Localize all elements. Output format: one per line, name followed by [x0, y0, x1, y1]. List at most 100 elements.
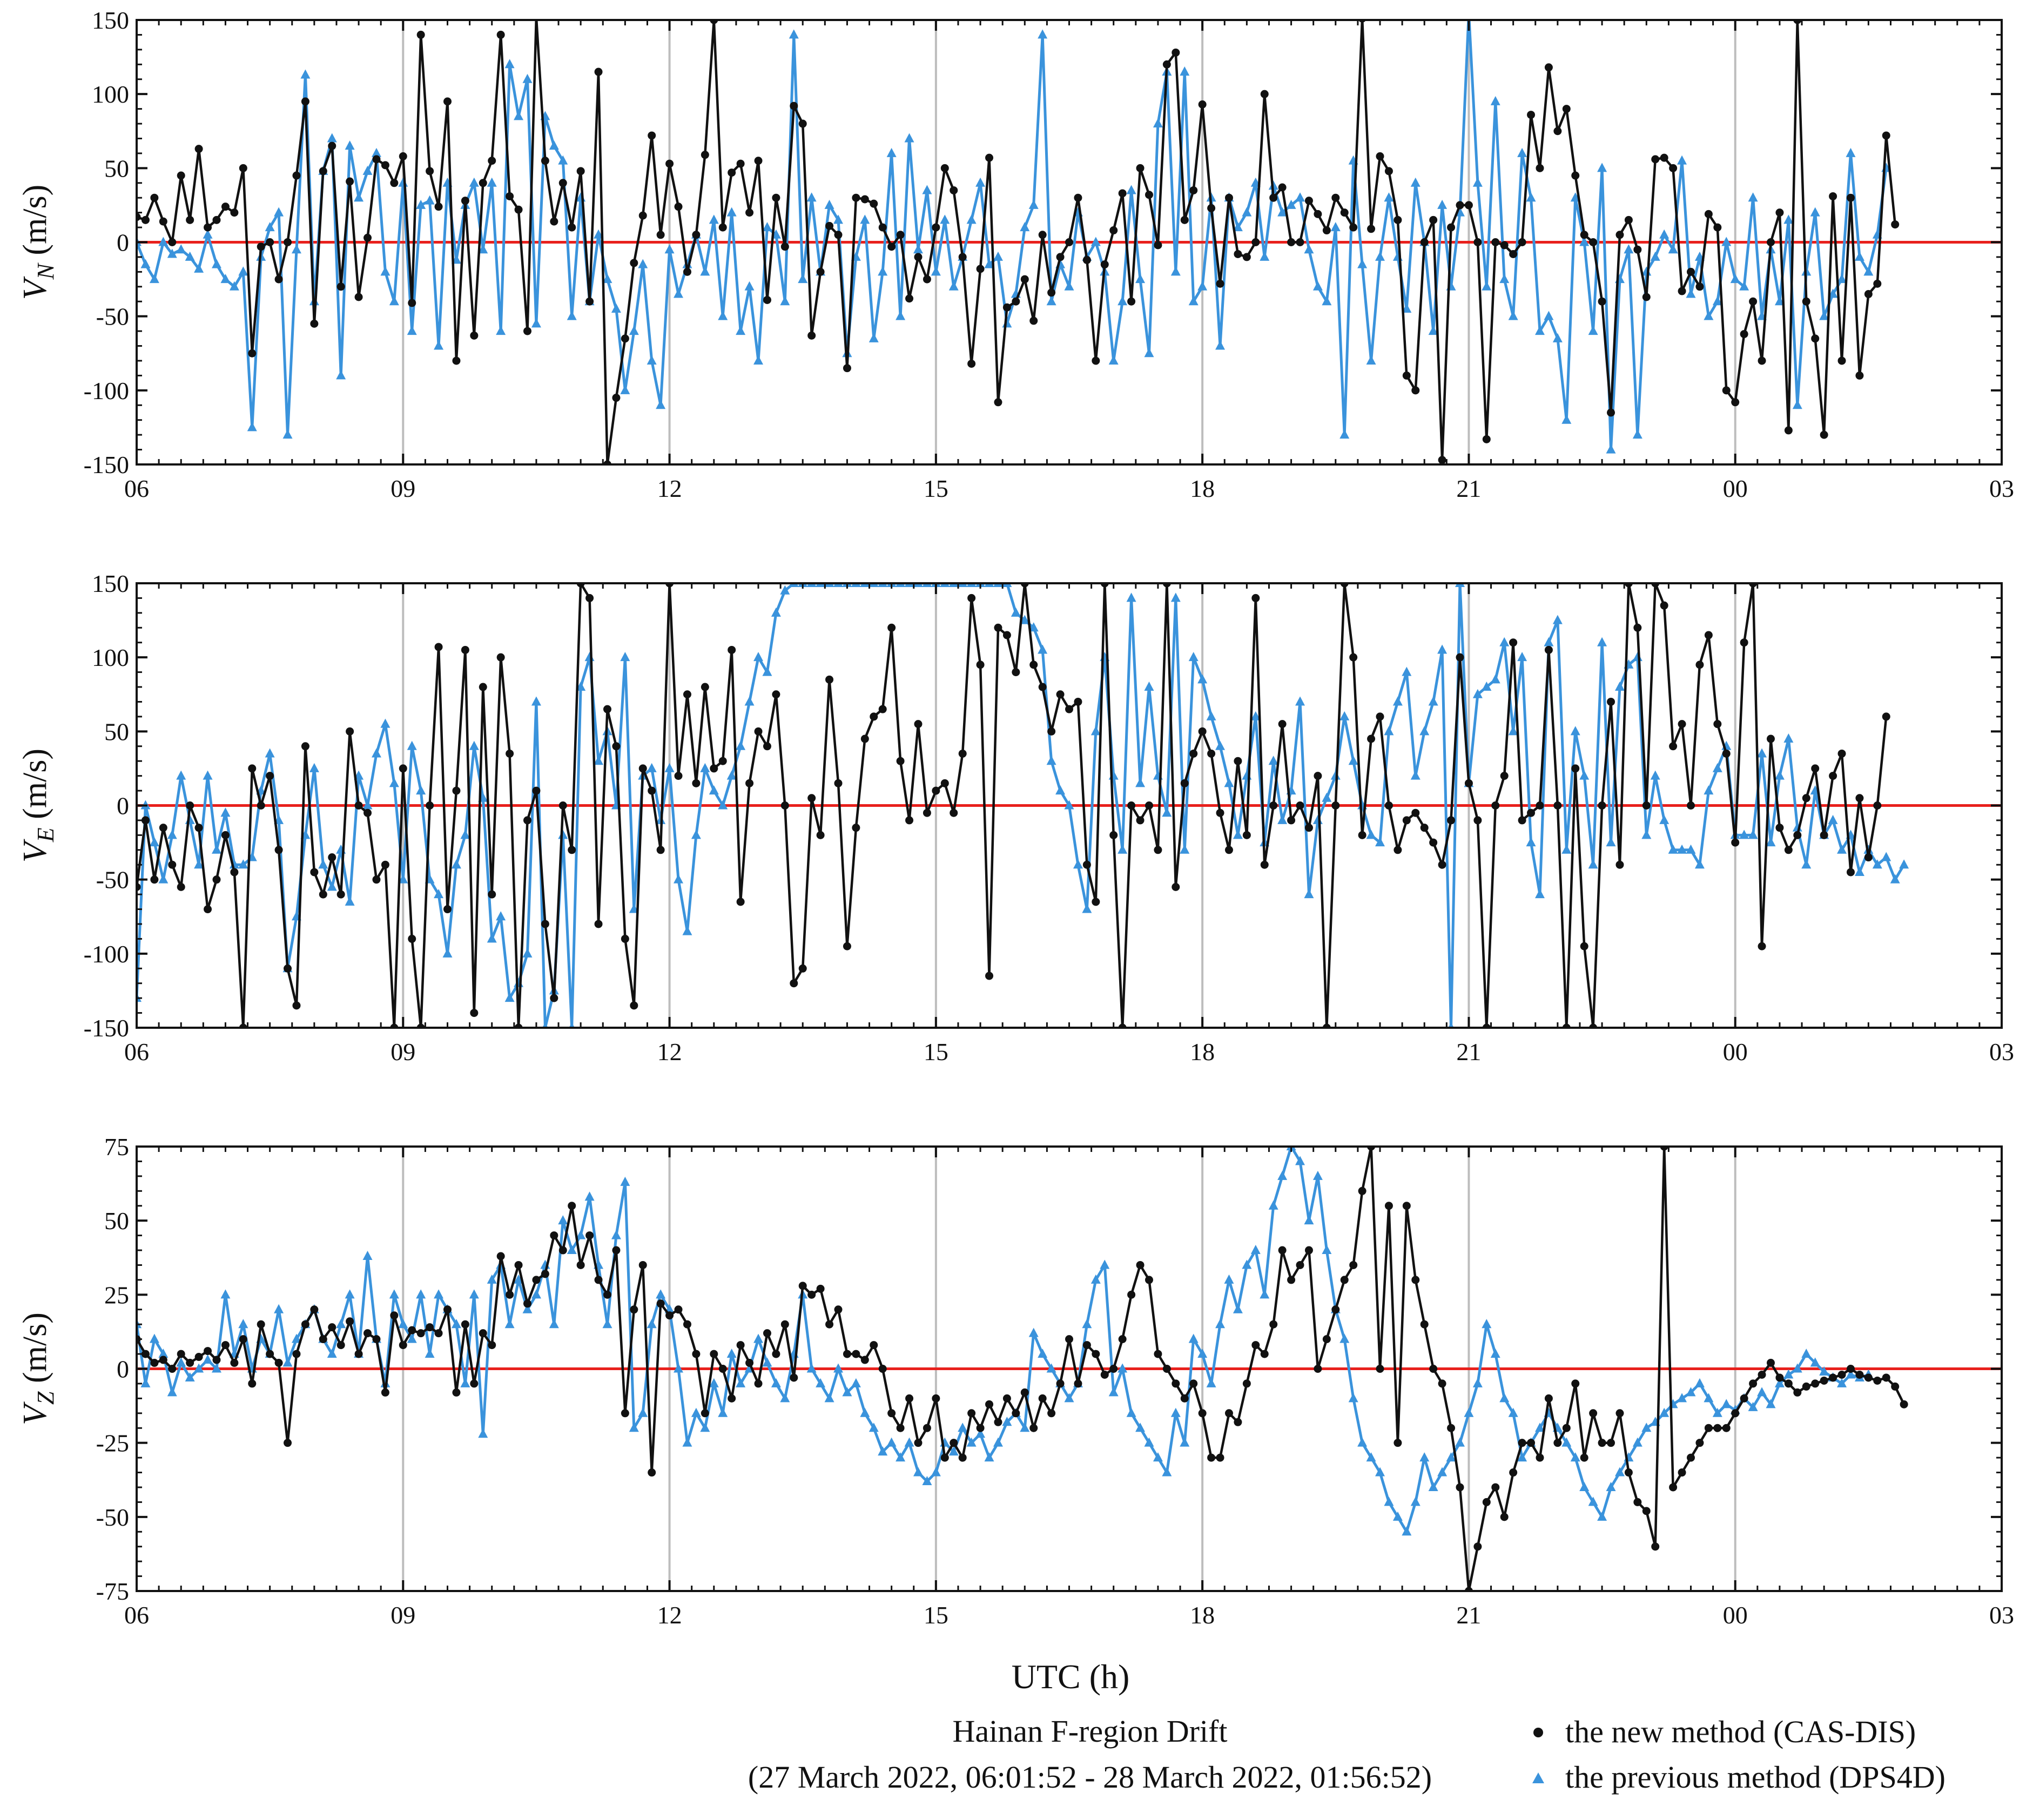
- data-point-new-method: [141, 1350, 150, 1358]
- data-point-previous-method: [896, 1452, 906, 1462]
- data-point-previous-method: [336, 1319, 346, 1329]
- data-point-previous-method: [700, 1423, 710, 1432]
- data-point-previous-method: [966, 1437, 977, 1447]
- data-point-new-method: [1633, 623, 1642, 632]
- data-point-new-method: [506, 1290, 514, 1299]
- data-point-new-method: [896, 231, 905, 239]
- caption-subtitle: (27 March 2022, 06:01:52 - 28 March 2022…: [748, 1760, 1432, 1795]
- legend-marker-new-method: [1533, 1728, 1543, 1737]
- data-point-new-method: [257, 1320, 265, 1329]
- data-point-new-method: [488, 890, 496, 899]
- data-point-previous-method: [504, 993, 515, 1002]
- data-point-new-method: [1624, 215, 1633, 224]
- data-point-new-method: [1118, 1335, 1127, 1344]
- data-point-previous-method: [185, 1372, 195, 1381]
- data-point-new-method: [648, 131, 656, 140]
- data-point-new-method: [728, 168, 736, 177]
- data-point-new-method: [1873, 801, 1882, 810]
- data-point-new-method: [754, 727, 763, 736]
- data-point-previous-method: [1534, 1423, 1545, 1432]
- data-point-previous-method: [620, 652, 630, 662]
- data-point-previous-method: [753, 355, 763, 365]
- series-line-new-method: [137, 583, 1888, 1028]
- data-point-new-method: [1607, 697, 1615, 706]
- data-point-previous-method: [1783, 1369, 1794, 1379]
- data-point-previous-method: [345, 896, 355, 906]
- y-tick-label: 75: [104, 1133, 129, 1161]
- data-point-new-method: [470, 331, 479, 340]
- data-point-new-method: [506, 749, 514, 758]
- data-point-previous-method: [158, 874, 169, 884]
- data-point-new-method: [1438, 1379, 1446, 1388]
- data-point-new-method: [887, 623, 896, 632]
- data-point-previous-method: [1437, 644, 1448, 654]
- data-point-new-method: [1154, 241, 1162, 250]
- data-point-previous-method: [522, 1304, 533, 1313]
- data-point-new-method: [284, 238, 292, 246]
- data-point-previous-method: [1064, 1393, 1074, 1403]
- data-point-new-method: [994, 623, 1002, 632]
- data-point-new-method: [1553, 801, 1562, 810]
- data-point-new-method: [985, 153, 994, 162]
- data-point-previous-method: [265, 748, 275, 758]
- data-point-new-method: [1607, 1439, 1615, 1447]
- plot-area: [137, 20, 1900, 464]
- data-point-new-method: [736, 898, 745, 906]
- data-point-new-method: [1260, 860, 1269, 869]
- data-point-previous-method: [1570, 726, 1580, 736]
- data-point-new-method: [1198, 1409, 1207, 1418]
- data-point-previous-method: [1828, 814, 1838, 824]
- data-point-previous-method: [1339, 429, 1350, 439]
- x-tick-label: 06: [124, 475, 149, 502]
- data-point-previous-method: [1428, 1481, 1438, 1491]
- x-tick-label: 00: [1723, 1038, 1748, 1066]
- data-point-previous-method: [1561, 844, 1572, 854]
- data-point-new-method: [976, 265, 985, 273]
- data-point-previous-method: [1384, 192, 1394, 202]
- data-point-previous-method: [1508, 1407, 1518, 1417]
- data-point-new-method: [1127, 297, 1136, 306]
- data-point-previous-method: [1312, 281, 1323, 291]
- data-point-previous-method: [611, 1230, 621, 1239]
- data-point-previous-method: [798, 274, 808, 284]
- data-point-new-method: [1562, 1424, 1571, 1432]
- data-point-new-method: [443, 97, 452, 106]
- data-point-new-method: [1092, 898, 1100, 906]
- data-point-new-method: [541, 920, 549, 928]
- data-point-new-method: [1873, 1376, 1882, 1385]
- data-point-previous-method: [1694, 859, 1705, 869]
- data-point-new-method: [630, 259, 638, 267]
- data-point-new-method: [834, 1305, 843, 1314]
- data-point-new-method: [550, 1231, 558, 1240]
- data-point-new-method: [194, 1353, 203, 1361]
- data-point-previous-method: [1428, 326, 1438, 335]
- data-point-new-method: [1500, 1513, 1509, 1521]
- data-point-previous-method: [291, 244, 301, 254]
- data-point-new-method: [1669, 742, 1678, 751]
- data-point-previous-method: [594, 756, 604, 765]
- data-point-previous-method: [362, 1251, 373, 1260]
- data-point-new-method: [1607, 408, 1615, 417]
- data-point-new-method: [1456, 201, 1464, 210]
- data-point-previous-method: [718, 1407, 728, 1417]
- data-point-new-method: [1278, 1246, 1287, 1255]
- data-point-new-method: [1172, 882, 1180, 891]
- x-tick-label: 00: [1723, 475, 1748, 502]
- data-point-new-method: [212, 215, 221, 224]
- data-point-previous-method: [984, 1452, 994, 1462]
- data-point-new-method: [168, 238, 177, 246]
- data-point-new-method: [1224, 1409, 1233, 1418]
- data-point-new-method: [656, 231, 665, 239]
- data-point-new-method: [674, 203, 683, 211]
- data-point-new-method: [284, 1439, 292, 1447]
- data-point-previous-method: [389, 1289, 399, 1299]
- data-point-new-method: [1562, 105, 1571, 113]
- data-point-previous-method: [1739, 830, 1749, 839]
- data-point-new-method: [834, 779, 843, 787]
- data-point-previous-method: [522, 948, 533, 958]
- data-point-new-method: [1029, 660, 1038, 669]
- y-axis-label-variable: V: [17, 839, 53, 862]
- data-point-previous-method: [860, 214, 870, 224]
- data-point-previous-method: [984, 259, 994, 268]
- data-point-new-method: [363, 233, 372, 242]
